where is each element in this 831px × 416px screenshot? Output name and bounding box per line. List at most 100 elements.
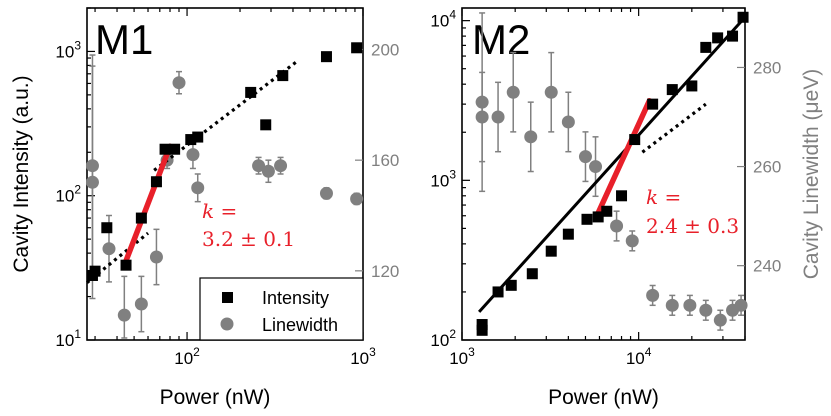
intensity-point [192, 131, 204, 143]
linewidth-point [491, 110, 505, 124]
fit-line-superlinear [121, 143, 173, 268]
legend: Intensity Linewidth [199, 277, 364, 341]
y-tick-label: 101 [55, 327, 81, 350]
intensity-point [601, 205, 613, 217]
intensity-point [616, 190, 628, 202]
linewidth-point [713, 313, 727, 327]
linewidth-point [475, 95, 489, 109]
plot-frame [461, 7, 746, 341]
y-tick-label: 104 [430, 8, 456, 31]
intensity-point [476, 319, 488, 331]
y2-tick-label: 280 [753, 58, 781, 77]
linewidth-point [683, 298, 697, 312]
x-axis-label: Power (nW) [160, 386, 271, 409]
intensity-point [159, 143, 171, 155]
intensity-point [592, 211, 604, 223]
intensity-point [120, 259, 132, 271]
intensity-point [185, 134, 197, 146]
intensity-point [150, 176, 162, 188]
y-tick-label: 102 [430, 327, 456, 350]
intensity-point [89, 265, 101, 277]
intensity-point [169, 143, 181, 155]
annotation-k: k = [202, 199, 237, 223]
y-tick-label: 103 [55, 38, 81, 61]
fit-line-dotted [641, 102, 707, 154]
panel-title: M1 [95, 16, 153, 63]
legend-intensity-marker [222, 292, 233, 303]
intensity-point [737, 11, 749, 23]
legend-intensity-label: Intensity [262, 288, 329, 308]
x-tick-label: 104 [626, 345, 652, 368]
intensity-point [712, 32, 724, 44]
annotation-value: 2.4 ± 0.3 [646, 214, 739, 238]
linewidth-point [274, 159, 288, 173]
fit-line-dotted [85, 231, 150, 284]
intensity-point [505, 279, 517, 291]
intensity-point [666, 84, 678, 96]
annotation-k: k = [646, 185, 681, 209]
intensity-point [135, 212, 147, 224]
intensity-point [647, 98, 659, 110]
intensity-point [686, 80, 698, 92]
linewidth-point [665, 298, 679, 312]
linewidth-point [610, 219, 624, 233]
linewidth-point [85, 159, 99, 173]
y2-tick-label: 260 [753, 158, 781, 177]
intensity-point [320, 51, 332, 63]
intensity-point [545, 245, 557, 257]
intensity-point [277, 70, 289, 82]
y2-tick-label: 120 [371, 262, 399, 281]
y2-tick-label: 200 [371, 41, 399, 60]
linewidth-point [172, 76, 186, 90]
intensity-point [351, 42, 363, 54]
linewidth-point [319, 186, 333, 200]
intensity-point [526, 268, 538, 280]
intensity-point [700, 41, 712, 53]
linewidth-point [117, 308, 131, 322]
intensity-point [562, 228, 574, 240]
intensity-point [260, 119, 272, 131]
y-tick-label: 103 [430, 167, 456, 190]
legend-linewidth-label: Linewidth [262, 315, 338, 335]
linewidth-point [149, 250, 163, 264]
fit-line-linear [478, 16, 747, 313]
x-axis-label: Power (nW) [548, 386, 659, 409]
linewidth-point [524, 130, 538, 144]
intensity-point [245, 86, 257, 98]
linewidth-point [544, 85, 558, 99]
y2-tick-label: 240 [753, 257, 781, 276]
x-tick-label: 102 [174, 345, 200, 368]
linewidth-point [506, 85, 520, 99]
intensity-point [581, 213, 593, 225]
linewidth-point [186, 148, 200, 162]
x-tick-label: 103 [350, 345, 376, 368]
linewidth-point [350, 192, 364, 206]
legend-linewidth-marker [220, 317, 234, 331]
intensity-point [101, 222, 113, 234]
linewidth-point [134, 297, 148, 311]
intensity-point [629, 134, 641, 146]
linewidth-point [699, 303, 713, 317]
intensity-point [492, 286, 504, 298]
fit-line-superlinear [594, 98, 653, 219]
y-axis-label: Cavity Intensity (a.u.) [10, 75, 33, 272]
x-tick-label: 103 [449, 345, 475, 368]
panel-title: M2 [472, 16, 530, 63]
intensity-point [727, 30, 739, 42]
linewidth-point [625, 234, 639, 248]
y2-axis-label: Cavity Linewidth (μeV) [800, 69, 823, 280]
intensity-point [476, 324, 488, 336]
linewidth-point [191, 181, 205, 195]
linewidth-point [646, 288, 660, 302]
y-tick-label: 102 [55, 183, 81, 206]
y2-tick-label: 160 [371, 151, 399, 170]
linewidth-point [261, 164, 275, 178]
annotation-value: 3.2 ± 0.1 [202, 227, 295, 251]
linewidth-point [561, 115, 575, 129]
linewidth-point [734, 298, 748, 312]
linewidth-point [589, 160, 603, 174]
linewidth-point [102, 242, 116, 256]
linewidth-point [578, 150, 592, 164]
